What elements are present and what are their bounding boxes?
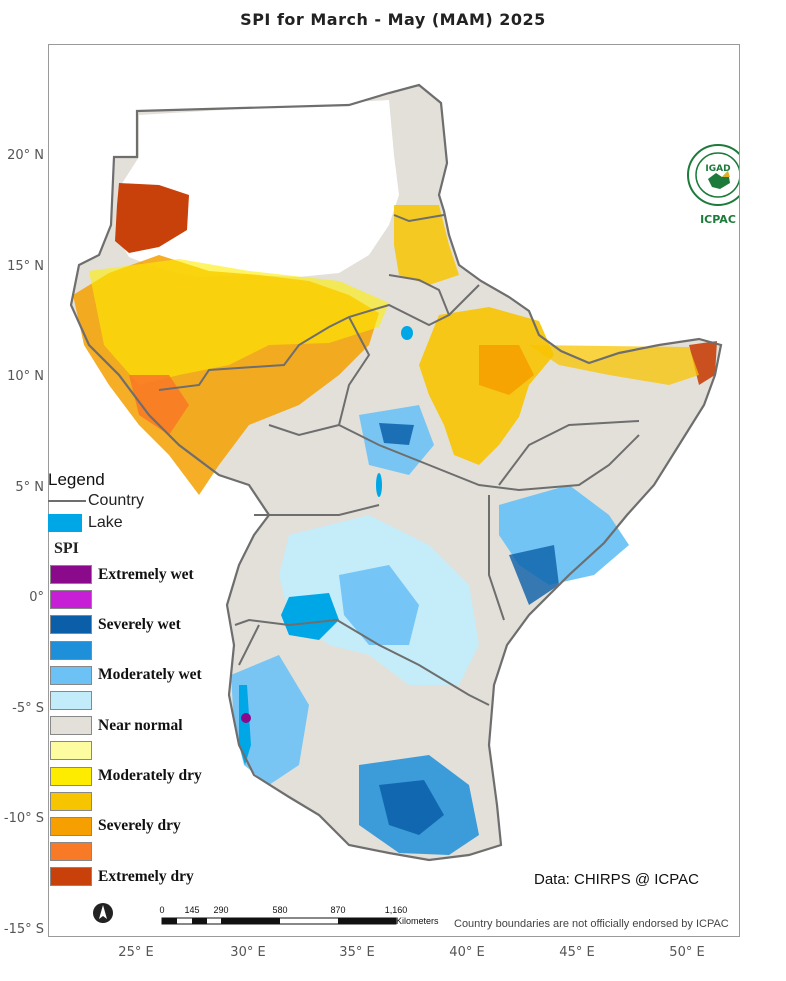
lake-swatch bbox=[48, 514, 82, 532]
lon-label: 45° E bbox=[559, 945, 595, 960]
legend-country: Country bbox=[48, 490, 268, 512]
lat-label: 20° N bbox=[7, 148, 44, 163]
svg-text:IGAD: IGAD bbox=[705, 164, 730, 174]
lat-label: -15° S bbox=[3, 922, 44, 937]
spi-class-row bbox=[50, 587, 268, 612]
spi-class-row: Extremely wet bbox=[50, 562, 268, 587]
lon-label: 40° E bbox=[449, 945, 485, 960]
wet-tanzania-west bbox=[231, 655, 309, 785]
spi-class-row: Severely wet bbox=[50, 612, 268, 637]
wet-somalia-south bbox=[509, 545, 559, 605]
spi-class-label: Moderately wet bbox=[98, 666, 202, 684]
dry-patch-extreme bbox=[115, 183, 189, 253]
lake-victoria bbox=[281, 593, 339, 640]
scale-label: 290 bbox=[213, 905, 229, 915]
map-frame: IGAD ICPAC Data: CHIRPS @ ICPAC Country … bbox=[48, 44, 740, 937]
dry-eritrea bbox=[394, 205, 459, 285]
lon-label: 25° E bbox=[118, 945, 154, 960]
legend-lake-label: Lake bbox=[88, 514, 123, 531]
spi-class-row: Near normal bbox=[50, 713, 268, 738]
lat-label: 0° bbox=[29, 590, 44, 605]
spi-swatch bbox=[50, 741, 92, 761]
scale-label: 0 bbox=[159, 905, 165, 915]
scale-label: 870 bbox=[330, 905, 346, 915]
lat-label: 5° N bbox=[15, 480, 44, 495]
spi-swatch bbox=[50, 665, 92, 685]
scale-bar-graphic bbox=[161, 917, 397, 925]
lon-label: 35° E bbox=[339, 945, 375, 960]
lat-label: -5° S bbox=[12, 701, 44, 716]
desert-nodata bbox=[119, 100, 399, 277]
extreme-wet-spot bbox=[241, 713, 251, 723]
scale-unit: Kilometers bbox=[396, 916, 439, 926]
map-title: SPI for March - May (MAM) 2025 bbox=[240, 10, 546, 29]
north-arrow-icon bbox=[93, 903, 113, 923]
dry-ethiopia-core bbox=[479, 345, 534, 395]
country-boundaries-internal bbox=[158, 214, 640, 706]
spi-class-row bbox=[50, 688, 268, 713]
spi-swatch bbox=[50, 791, 92, 811]
spi-swatch bbox=[50, 766, 92, 786]
spi-class-label: Severely dry bbox=[98, 817, 181, 835]
igad-emblem-icon: IGAD bbox=[687, 144, 739, 206]
map-legend: Legend Country Lake SPI Extremely wet Sev… bbox=[48, 470, 268, 889]
wet-kenya-core bbox=[339, 565, 419, 645]
spi-swatch bbox=[50, 867, 92, 887]
legend-lake: Lake bbox=[48, 512, 268, 534]
spi-class-row: Extremely dry bbox=[50, 864, 268, 889]
legend-country-label: Country bbox=[88, 492, 145, 509]
scale-label: 145 bbox=[184, 905, 200, 915]
dry-somalia-tip bbox=[689, 341, 717, 385]
spi-title: SPI bbox=[54, 540, 79, 557]
spi-swatch bbox=[50, 590, 92, 610]
lake-tana bbox=[401, 326, 413, 340]
spi-swatch bbox=[50, 565, 92, 585]
icpac-acronym: ICPAC bbox=[700, 213, 736, 226]
lake-tanganyika bbox=[239, 685, 251, 765]
spi-class-label: Extremely wet bbox=[98, 565, 194, 583]
spi-swatch bbox=[50, 615, 92, 635]
spi-class-label: Near normal bbox=[98, 716, 183, 734]
spi-swatch bbox=[50, 640, 92, 660]
lake-turkana bbox=[376, 473, 382, 497]
boundary-disclaimer: Country boundaries are not officially en… bbox=[454, 918, 729, 930]
spi-swatch bbox=[50, 691, 92, 711]
wet-tanzania-south-core bbox=[379, 780, 444, 835]
scale-bar: 0 145 290 580 870 1,160 Kilometers bbox=[159, 905, 460, 935]
dry-band-moderate bbox=[89, 259, 389, 385]
country-line-icon bbox=[48, 500, 86, 502]
spi-class-row bbox=[50, 638, 268, 663]
lat-label: 10° N bbox=[7, 369, 44, 384]
spi-class-label: Severely wet bbox=[98, 615, 181, 633]
data-credit: Data: CHIRPS @ ICPAC bbox=[534, 871, 699, 888]
scale-label: 580 bbox=[272, 905, 288, 915]
lon-label: 30° E bbox=[230, 945, 266, 960]
lat-label: 15° N bbox=[7, 259, 44, 274]
spi-class-row: Moderately wet bbox=[50, 663, 268, 688]
legend-title: Legend bbox=[48, 470, 105, 489]
igad-logo: IGAD ICPAC bbox=[679, 143, 739, 226]
spi-class-row bbox=[50, 738, 268, 763]
lon-label: 50° E bbox=[669, 945, 705, 960]
spi-class-row: Moderately dry bbox=[50, 764, 268, 789]
spi-class-row bbox=[50, 789, 268, 814]
map-canvas bbox=[69, 83, 723, 862]
wet-ethiopia-core bbox=[379, 423, 414, 445]
country-boundary-outer bbox=[69, 83, 723, 862]
spi-class-row bbox=[50, 839, 268, 864]
scale-label: 1,160 bbox=[384, 905, 408, 915]
dry-patch-south-sudan bbox=[129, 375, 189, 435]
lat-label: -10° S bbox=[3, 811, 44, 826]
spi-swatch bbox=[50, 816, 92, 836]
spi-class-label: Extremely dry bbox=[98, 867, 194, 885]
spi-class-row: Severely dry bbox=[50, 814, 268, 839]
spi-class-label: Moderately dry bbox=[98, 767, 202, 785]
spi-swatch bbox=[50, 842, 92, 862]
spi-swatch bbox=[50, 716, 92, 736]
spi-class-list: Extremely wet Severely wet Moderately wet N… bbox=[48, 562, 268, 889]
